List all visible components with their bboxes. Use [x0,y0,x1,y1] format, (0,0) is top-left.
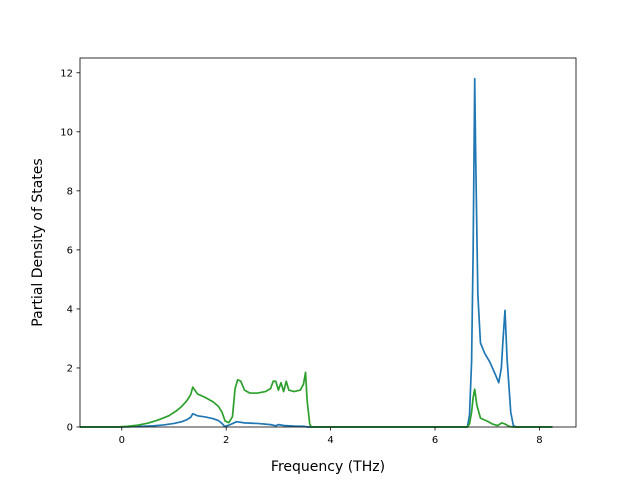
series-layer [80,77,553,428]
y-axis-ticks: 0 2 4 6 8 10 12 [60,68,80,434]
y-axis-label: Partial Density of States [30,158,46,326]
x-tick-label: 2 [223,435,229,446]
x-tick-label: 4 [327,435,333,446]
y-tick-label: 10 [60,127,73,138]
x-tick-label: 0 [119,435,125,446]
x-tick-label: 8 [536,435,542,446]
y-tick-label: 6 [67,245,73,256]
plot-frame [79,57,577,428]
x-axis-ticks: 0 2 4 6 8 [119,427,543,446]
x-axis-label: Frequency (THz) [271,459,385,475]
x-tick-label: 6 [432,435,438,446]
series-line-2 [80,371,553,428]
y-tick-label: 0 [67,423,73,434]
y-tick-label: 8 [67,186,73,197]
y-tick-label: 2 [67,363,73,374]
series-line-1 [80,77,553,428]
y-tick-label: 12 [60,68,73,79]
y-tick-label: 4 [67,304,73,315]
